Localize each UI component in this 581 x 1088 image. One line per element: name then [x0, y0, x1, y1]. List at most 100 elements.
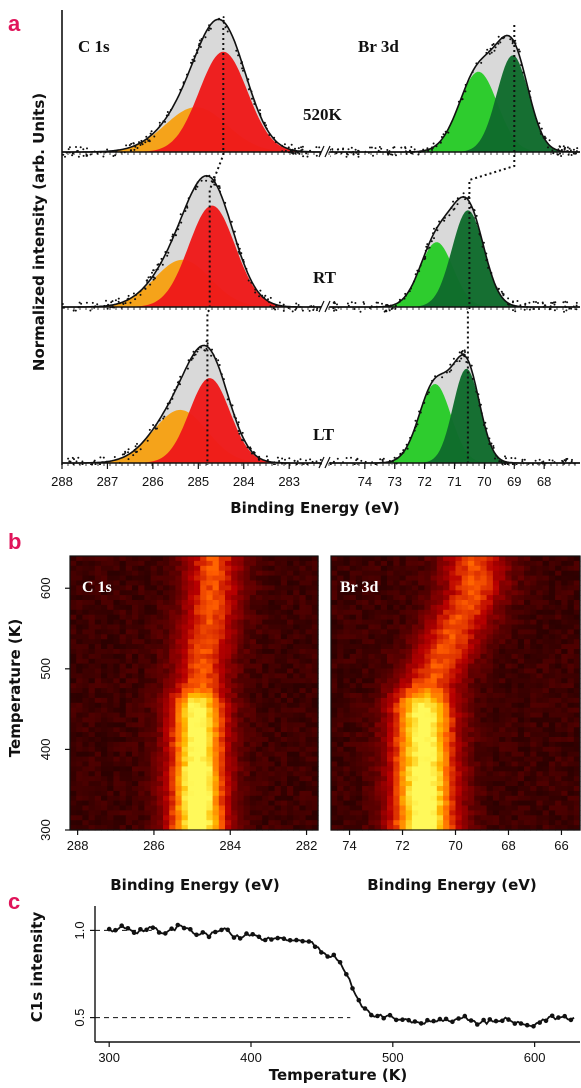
intensity-point	[356, 997, 362, 1003]
intensity-point	[269, 937, 274, 942]
br-tick-label-73: 73	[388, 474, 402, 489]
row-label-lt: LT	[313, 425, 335, 444]
component-peak-br-2-2	[330, 368, 580, 463]
intensity-points	[106, 922, 574, 1029]
intensity-point	[506, 1017, 511, 1022]
intensity-point	[106, 926, 112, 932]
intensity-point	[462, 1013, 468, 1019]
intensity-point	[487, 1017, 493, 1022]
intensity-point	[163, 931, 168, 936]
heatmap-0-xtick-label-288: 288	[67, 838, 89, 853]
intensity-point	[219, 927, 224, 933]
intensity-point	[518, 1021, 524, 1026]
heatmap-ytick-label-300: 300	[38, 819, 53, 841]
component-peak-c1s-0-2	[62, 51, 321, 153]
intensity-point	[556, 1015, 561, 1020]
br-tick-label-68: 68	[537, 474, 551, 489]
heatmap-frame	[69, 555, 319, 831]
panel-label-b: b	[8, 529, 21, 554]
intensity-point	[412, 1019, 418, 1024]
intensity-point	[225, 927, 230, 933]
intensity-point	[456, 1016, 461, 1021]
intensity-point	[250, 932, 255, 937]
heatmap-1-xtick-label-72: 72	[395, 838, 409, 853]
intensity-point	[344, 972, 349, 977]
peak-marker-c1s	[206, 28, 225, 465]
panel-c-intensity-plot: 300 400 500 600 0.5 1.0 C1s intensity Tempera…	[28, 906, 580, 1084]
heatmap-c1s-xlabel: Binding Energy (eV)	[110, 876, 280, 894]
intensity-point	[443, 1016, 449, 1022]
intensity-point	[468, 1018, 474, 1023]
intensity-point	[150, 925, 156, 930]
br3d-spectrum-label: Br 3d	[358, 37, 399, 56]
panel-c-ytick-label-1.0: 1.0	[72, 921, 87, 939]
intensity-point	[418, 1021, 424, 1026]
intensity-point	[568, 1017, 574, 1023]
br-tick-label-74: 74	[358, 474, 372, 489]
intensity-point	[431, 1018, 436, 1024]
component-peak-c1s-2-2	[62, 378, 321, 463]
panel-c-xtick-label-600: 600	[524, 1050, 546, 1065]
intensity-point	[512, 1021, 518, 1026]
intensity-point	[125, 926, 131, 931]
intensity-point	[475, 1022, 480, 1027]
intensity-point	[549, 1013, 555, 1019]
intensity-point	[400, 1017, 405, 1022]
intensity-point	[350, 986, 355, 991]
heatmap-br3d	[330, 555, 581, 831]
intensity-point	[144, 927, 149, 933]
intensity-point	[500, 1018, 505, 1024]
intensity-point	[113, 927, 118, 933]
axis-break-1	[318, 300, 331, 313]
panel-a-ylabel: Normalized intensity (arb. Units)	[30, 93, 48, 371]
panel-c-xtick-label-500: 500	[382, 1050, 404, 1065]
intensity-point	[375, 1013, 380, 1019]
component-peak-br-1-2	[330, 210, 580, 307]
envelope-fill-c1s-2	[62, 345, 321, 463]
heatmap-br3d-label: Br 3d	[340, 579, 378, 596]
intensity-point	[319, 950, 324, 955]
intensity-point	[231, 935, 237, 940]
intensity-point	[337, 960, 343, 965]
intensity-point	[175, 922, 181, 928]
intensity-point	[237, 936, 243, 941]
axis-break-0	[318, 145, 331, 158]
intensity-point	[244, 931, 249, 936]
intensity-point	[194, 932, 199, 938]
intensity-point	[256, 934, 262, 940]
intensity-point	[393, 1017, 399, 1023]
intensity-point	[531, 1024, 536, 1029]
intensity-point	[181, 925, 187, 931]
panel-b-ylabel: Temperature (K)	[6, 619, 24, 757]
heatmap-1-xtick-label-70: 70	[448, 838, 462, 853]
panel-c-xlabel: Temperature (K)	[269, 1066, 407, 1084]
intensity-point	[524, 1022, 530, 1028]
intensity-point	[262, 937, 268, 943]
heatmap-0-xtick-label-286: 286	[143, 838, 165, 853]
intensity-point	[362, 1006, 368, 1011]
intensity-point	[425, 1017, 430, 1023]
c1s-tick-label-286: 286	[142, 474, 164, 489]
peak-marker-br3d	[466, 25, 516, 465]
heatmap-ytick-label-600: 600	[38, 577, 53, 599]
intensity-point	[481, 1017, 486, 1023]
intensity-point	[131, 930, 137, 935]
panel-c-ytick-label-0.5: 0.5	[72, 1009, 87, 1027]
panel-label-c: c	[8, 889, 20, 914]
intensity-point	[543, 1018, 549, 1024]
intensity-point	[294, 937, 299, 943]
intensity-point	[138, 927, 143, 932]
intensity-line	[108, 923, 575, 1028]
intensity-point	[119, 923, 124, 928]
intensity-point	[206, 934, 212, 940]
intensity-point	[300, 938, 305, 944]
intensity-point	[325, 954, 330, 959]
intensity-point	[493, 1018, 499, 1024]
heatmap-br3d-xlabel: Binding Energy (eV)	[367, 876, 537, 894]
panel-b-heatmaps: 288 286 284 282 74 72 70 68 66 600 500 400 300 Tempe…	[6, 555, 581, 894]
br-tick-label-70: 70	[477, 474, 491, 489]
intensity-point	[213, 929, 218, 935]
heatmap-ytick-label-400: 400	[38, 739, 53, 761]
c1s-tick-label-288: 288	[51, 474, 73, 489]
